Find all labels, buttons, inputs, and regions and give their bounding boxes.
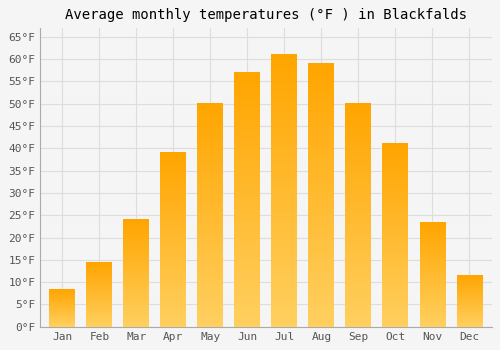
Title: Average monthly temperatures (°F ) in Blackfalds: Average monthly temperatures (°F ) in Bl… [65,8,467,22]
